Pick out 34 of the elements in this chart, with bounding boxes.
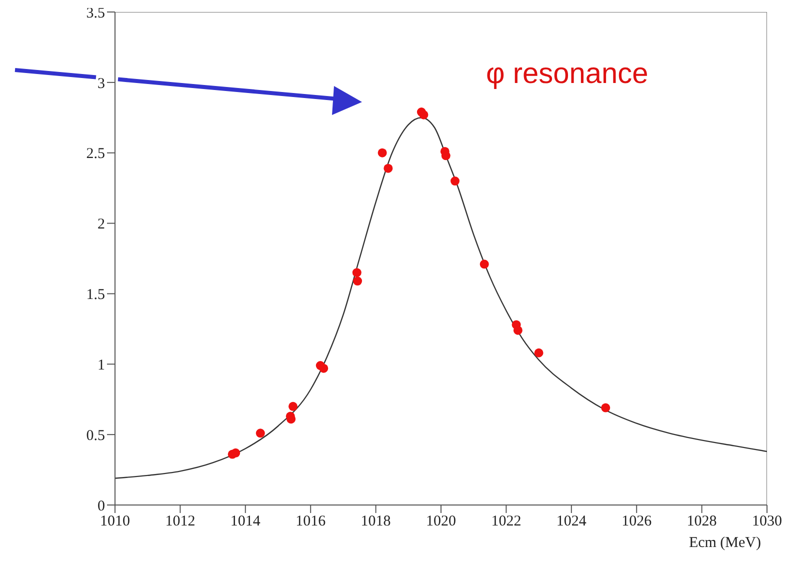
x-tick-label: 1024 bbox=[556, 514, 587, 530]
x-tick-label: 1012 bbox=[165, 514, 196, 530]
y-tick-label: 3 bbox=[98, 76, 105, 92]
point bbox=[513, 326, 522, 335]
annotation: φ resonance bbox=[486, 58, 648, 91]
point bbox=[231, 448, 240, 458]
point bbox=[601, 403, 610, 412]
point bbox=[534, 348, 544, 358]
x-tick-label: 1016 bbox=[296, 514, 326, 530]
point bbox=[256, 428, 265, 438]
y-tick-label: 2.5 bbox=[86, 146, 105, 162]
x-tick-label: 1028 bbox=[686, 514, 717, 530]
point bbox=[353, 276, 362, 286]
point bbox=[419, 110, 428, 120]
x-tick-label: 1026 bbox=[622, 514, 652, 530]
x-tick-label: 1018 bbox=[360, 514, 391, 530]
y-tick-label: 0 bbox=[98, 498, 105, 514]
x-tick-label: 1022 bbox=[491, 514, 522, 530]
y-tick-label: 1 bbox=[98, 357, 105, 374]
x-tick-label: 1030 bbox=[752, 514, 782, 530]
point bbox=[378, 148, 387, 158]
point bbox=[288, 402, 298, 411]
y-tick-label: 2 bbox=[98, 216, 105, 233]
point bbox=[450, 176, 460, 186]
x-tick-label: 1010 bbox=[100, 514, 130, 530]
point bbox=[480, 260, 489, 269]
y-tick-label: 1.5 bbox=[86, 287, 105, 304]
x-tick-label: 1014 bbox=[230, 514, 261, 530]
x-tick-label: 1020 bbox=[426, 514, 456, 530]
point bbox=[319, 364, 328, 373]
point bbox=[384, 164, 393, 173]
x-axis-title: Ecm (MeV) bbox=[688, 535, 761, 551]
point bbox=[352, 268, 362, 278]
y-tick-label: 0.5 bbox=[86, 428, 105, 444]
